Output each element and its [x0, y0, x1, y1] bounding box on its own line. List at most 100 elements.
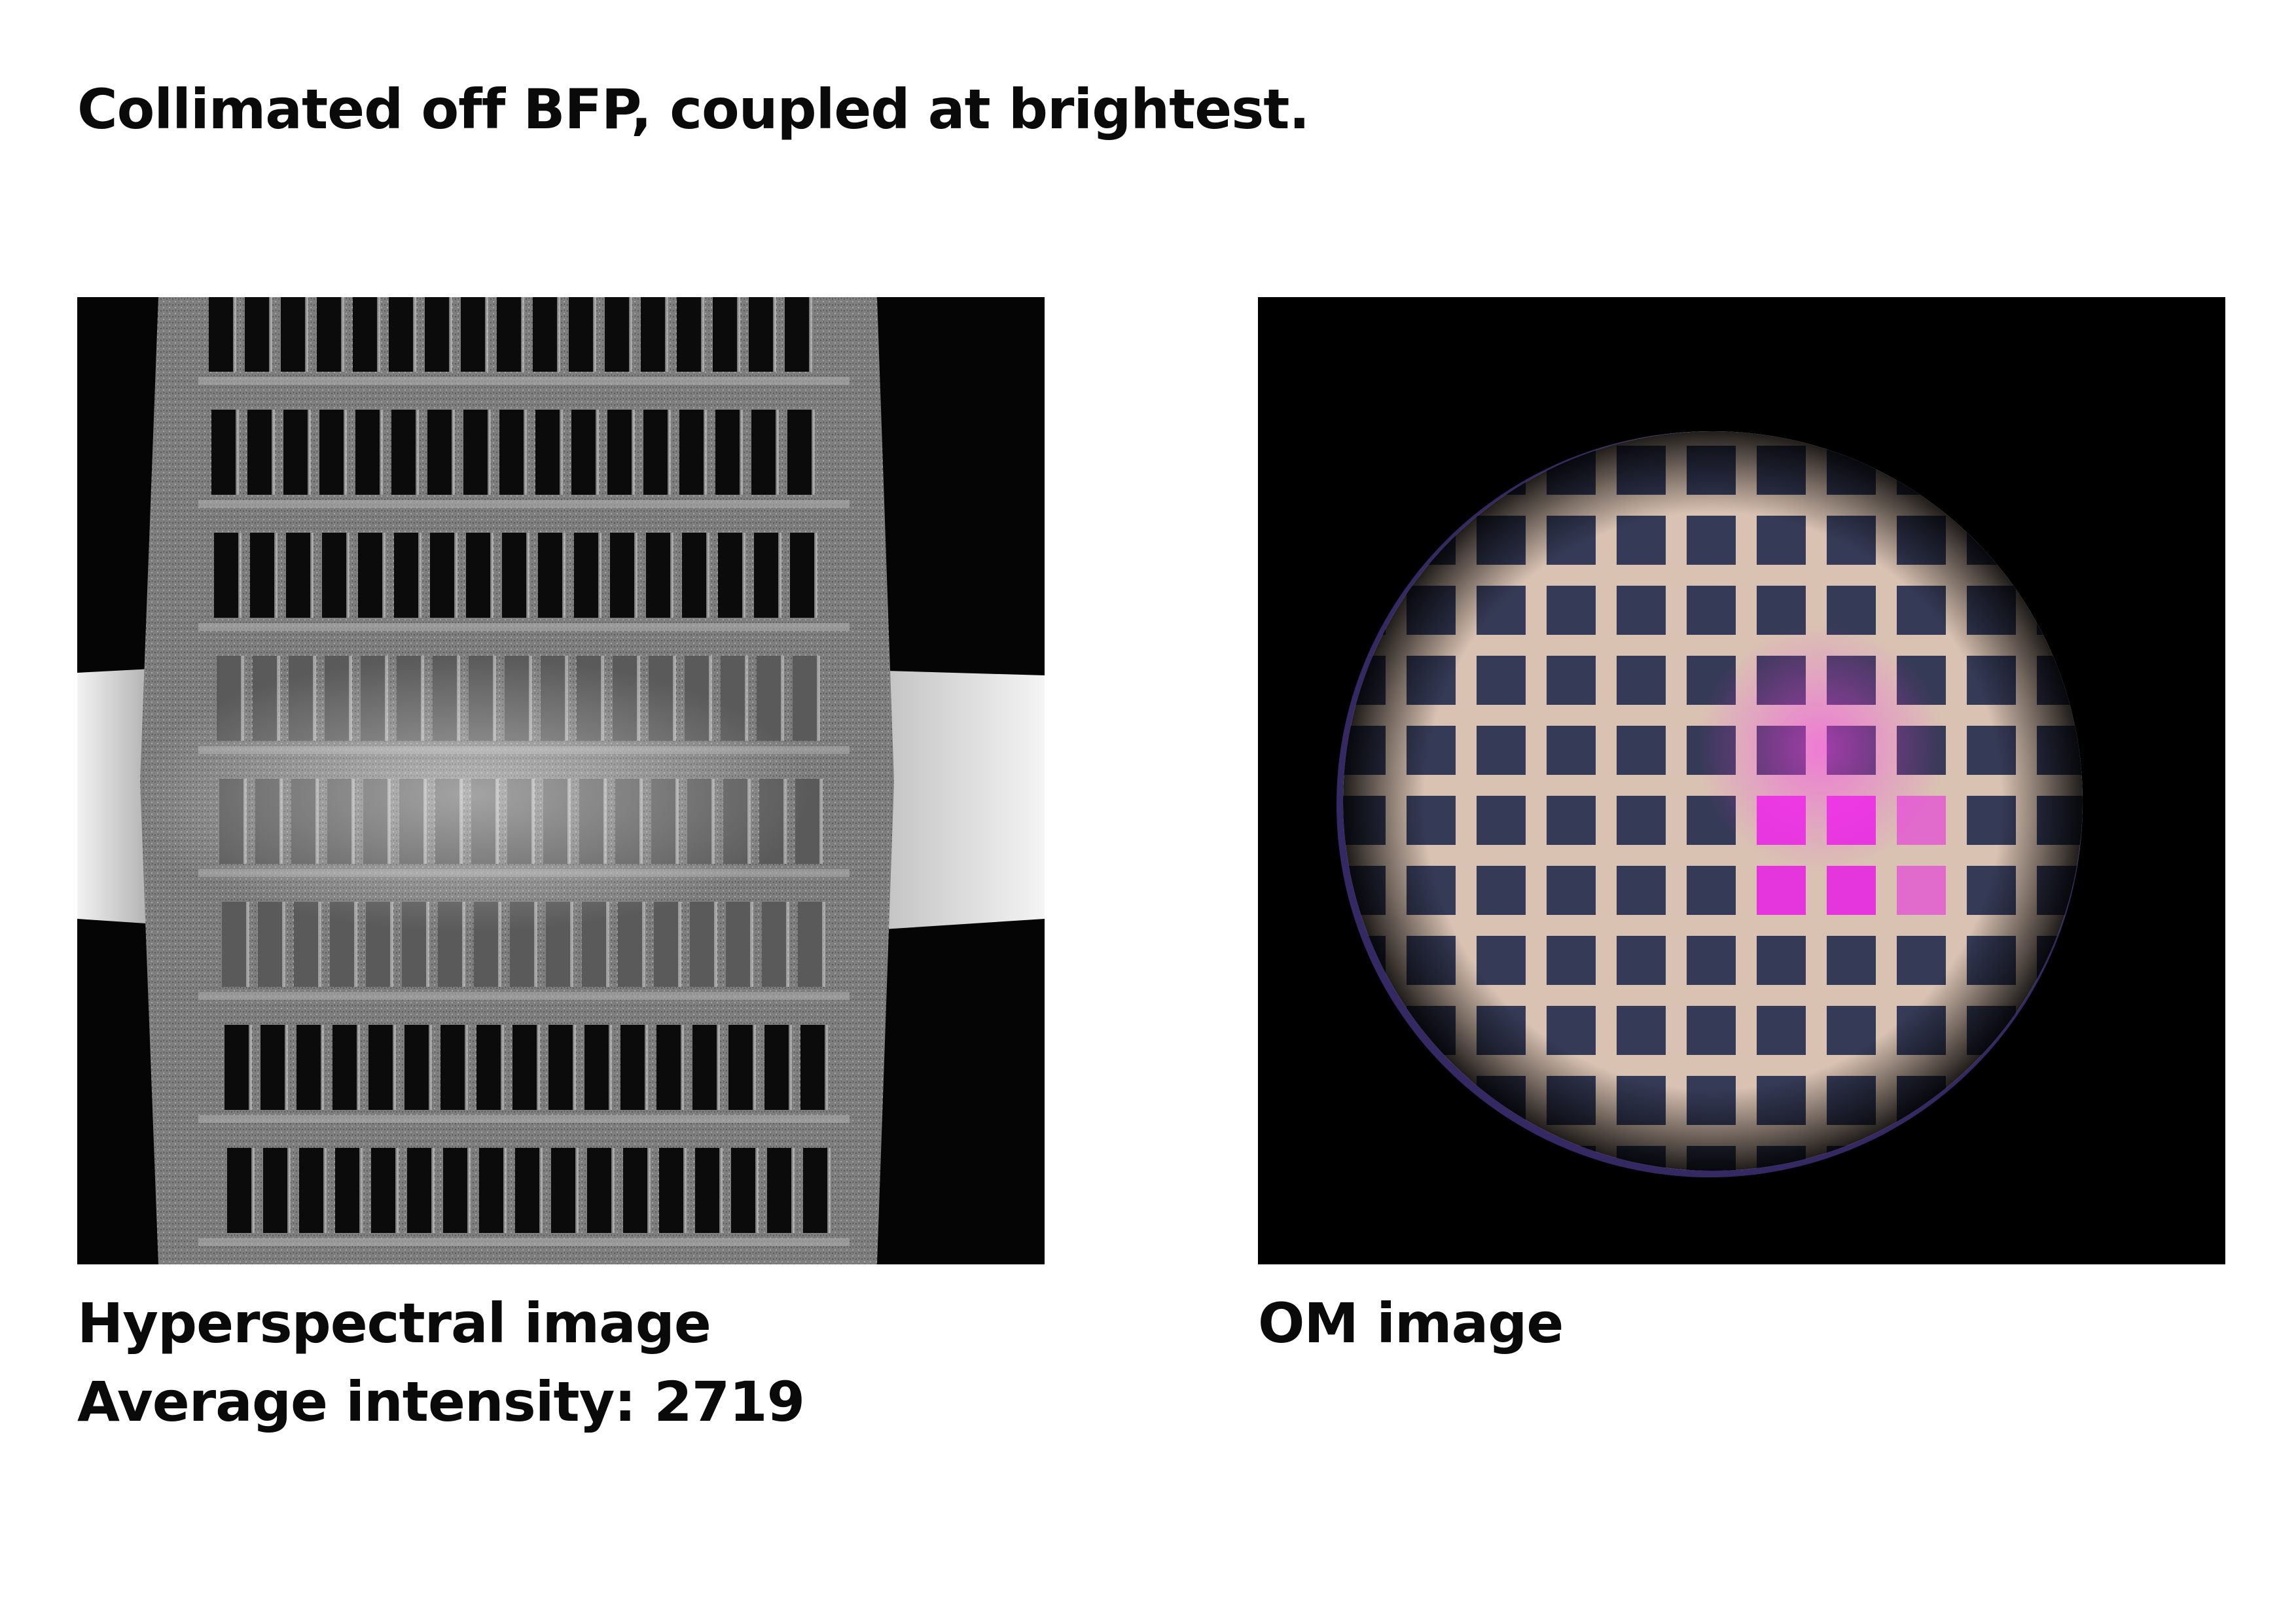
window-edge	[418, 533, 422, 618]
window-edge	[449, 297, 452, 372]
grating-window	[479, 1148, 505, 1233]
grating-window	[787, 410, 813, 495]
grating-window	[607, 410, 633, 495]
window-edge	[776, 410, 779, 495]
window-edge	[668, 410, 671, 495]
window-edge	[678, 902, 681, 987]
grating-bar	[198, 623, 850, 631]
grating-window	[569, 297, 594, 372]
window-edge	[611, 1148, 615, 1233]
grating-bar	[198, 500, 850, 508]
grating-window	[296, 1025, 322, 1110]
grating-window	[749, 297, 774, 372]
grating-window	[713, 297, 738, 372]
window-edge	[645, 1025, 648, 1110]
window-edge	[282, 902, 285, 987]
beam-glow	[130, 657, 810, 932]
window-edge	[778, 533, 781, 618]
grating-bar	[198, 377, 850, 385]
window-edge	[238, 533, 242, 618]
grating-window	[281, 297, 306, 372]
grating-bar	[198, 1115, 850, 1123]
window-edge	[521, 297, 524, 372]
window-edge	[305, 297, 308, 372]
window-edge	[753, 1025, 756, 1110]
grating-window	[754, 533, 780, 618]
grating-window	[718, 533, 744, 618]
window-edge	[683, 1148, 687, 1233]
grating-window	[641, 297, 666, 372]
grating-window	[538, 533, 564, 618]
window-edge	[825, 1025, 828, 1110]
window-edge	[562, 533, 565, 618]
grating-window	[751, 410, 777, 495]
window-edge	[537, 1025, 540, 1110]
grating-window	[214, 533, 240, 618]
grating-window	[322, 533, 348, 618]
window-edge	[814, 533, 817, 618]
grating-window	[440, 1025, 466, 1110]
grating-window	[389, 297, 414, 372]
grating-window	[391, 410, 417, 495]
window-edge	[701, 297, 704, 372]
window-edge	[632, 410, 635, 495]
grating-window	[461, 297, 486, 372]
grating-window	[299, 1148, 325, 1233]
grating-window	[499, 410, 525, 495]
grating-window	[571, 410, 597, 495]
grating-window	[533, 297, 558, 372]
grating-window	[690, 902, 715, 987]
grating-window	[793, 656, 818, 741]
grating-window	[643, 410, 669, 495]
grating-window	[407, 1148, 433, 1233]
window-edge	[773, 297, 776, 372]
grating-window	[728, 1025, 754, 1110]
window-edge	[359, 1148, 363, 1233]
window-edge	[742, 533, 745, 618]
window-edge	[272, 410, 275, 495]
grating-window	[245, 297, 270, 372]
window-edge	[377, 297, 380, 372]
grating-window	[353, 297, 378, 372]
grating-window	[466, 533, 492, 618]
window-edge	[287, 1148, 291, 1233]
window-edge	[395, 1148, 399, 1233]
grating-window	[512, 1025, 538, 1110]
window-edge	[236, 410, 239, 495]
grating-window	[355, 410, 381, 495]
grating-window	[394, 533, 420, 618]
grating-window	[677, 297, 702, 372]
window-edge	[717, 1025, 720, 1110]
window-edge	[465, 1025, 468, 1110]
grating-window	[404, 1025, 430, 1110]
window-edge	[426, 902, 429, 987]
grating-window	[682, 533, 708, 618]
grating-window	[800, 1025, 826, 1110]
window-edge	[382, 533, 386, 618]
window-edge	[609, 1025, 612, 1110]
grating-window	[574, 533, 600, 618]
grating-window	[317, 297, 342, 372]
grating-window	[263, 1148, 289, 1233]
grating-window	[584, 1025, 610, 1110]
grating-window	[476, 1025, 502, 1110]
window-edge	[557, 297, 560, 372]
hyperspectral-label: Hyperspectral image	[77, 1291, 711, 1355]
beam-right	[863, 670, 1045, 931]
grating-window	[368, 1025, 394, 1110]
grating-window	[587, 1148, 613, 1233]
average-intensity: Average intensity: 2719	[77, 1370, 805, 1434]
grating-window	[283, 410, 309, 495]
window-edge	[647, 1148, 651, 1233]
window-edge	[485, 297, 488, 372]
window-edge	[310, 533, 314, 618]
window-edge	[719, 1148, 723, 1233]
window-edge	[285, 1025, 288, 1110]
window-edge	[539, 1148, 543, 1233]
grating-window	[319, 410, 345, 495]
grating-window	[515, 1148, 541, 1233]
grating-window	[623, 1148, 649, 1233]
window-edge	[817, 656, 820, 741]
window-edge	[501, 1025, 504, 1110]
grating-window	[620, 1025, 646, 1110]
